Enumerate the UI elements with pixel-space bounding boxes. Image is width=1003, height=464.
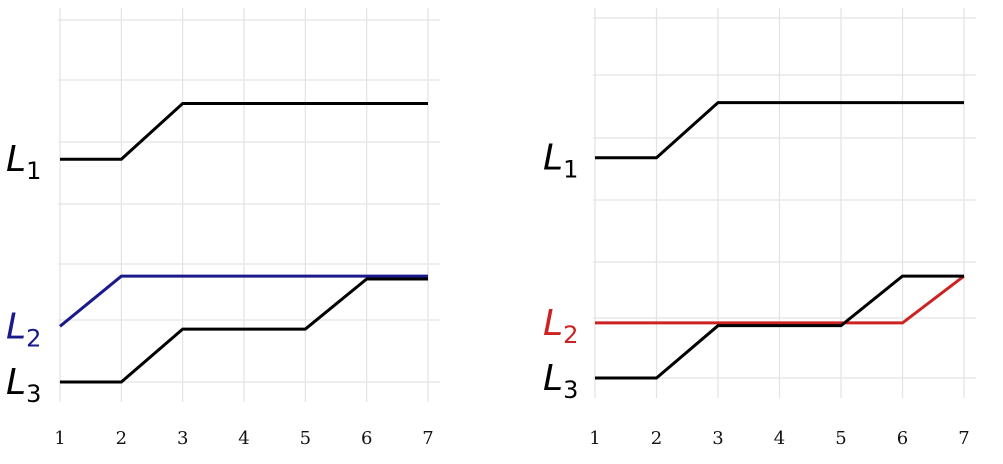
x-tick-label: 6 (897, 428, 908, 449)
series-line-l2 (59, 274, 428, 328)
x-tick-label: 3 (712, 428, 723, 449)
x-tick-label: 3 (177, 428, 188, 449)
series-label-l2: L2 (543, 303, 578, 349)
x-tick-labels: 1 2 3 4 5 6 7 (589, 428, 969, 449)
x-tick-label: 1 (589, 428, 600, 449)
x-tick-labels: 1 2 3 4 5 6 7 (54, 428, 433, 449)
series-line-l2 (595, 274, 965, 325)
series-label-l3: L3 (6, 362, 41, 408)
series-label-l2: L2 (6, 306, 41, 352)
series-label-l3: L3 (543, 358, 578, 404)
x-tick-label: 4 (238, 428, 249, 449)
x-tick-label: 1 (54, 428, 65, 449)
series-line-l3 (595, 274, 964, 380)
series-line-l1 (60, 102, 428, 161)
x-tick-label: 6 (361, 428, 372, 449)
x-tick-label: 2 (116, 428, 127, 449)
x-tick-label: 2 (651, 428, 662, 449)
left-panel: 1 2 3 4 5 6 7 L1 L2 L3 (6, 8, 440, 449)
right-panel: 1 2 3 4 5 6 7 L1 L2 L3 (543, 8, 976, 449)
series-label-l1: L1 (543, 138, 578, 184)
x-tick-label: 4 (774, 428, 785, 449)
grid (593, 8, 976, 398)
grid (58, 8, 440, 402)
x-tick-label: 7 (958, 428, 969, 449)
x-tick-label: 7 (422, 428, 433, 449)
x-tick-label: 5 (300, 428, 311, 449)
x-tick-label: 5 (835, 428, 846, 449)
series-line-l3 (60, 277, 428, 384)
series-label-l1: L1 (6, 139, 41, 185)
series-line-l1 (595, 101, 964, 160)
